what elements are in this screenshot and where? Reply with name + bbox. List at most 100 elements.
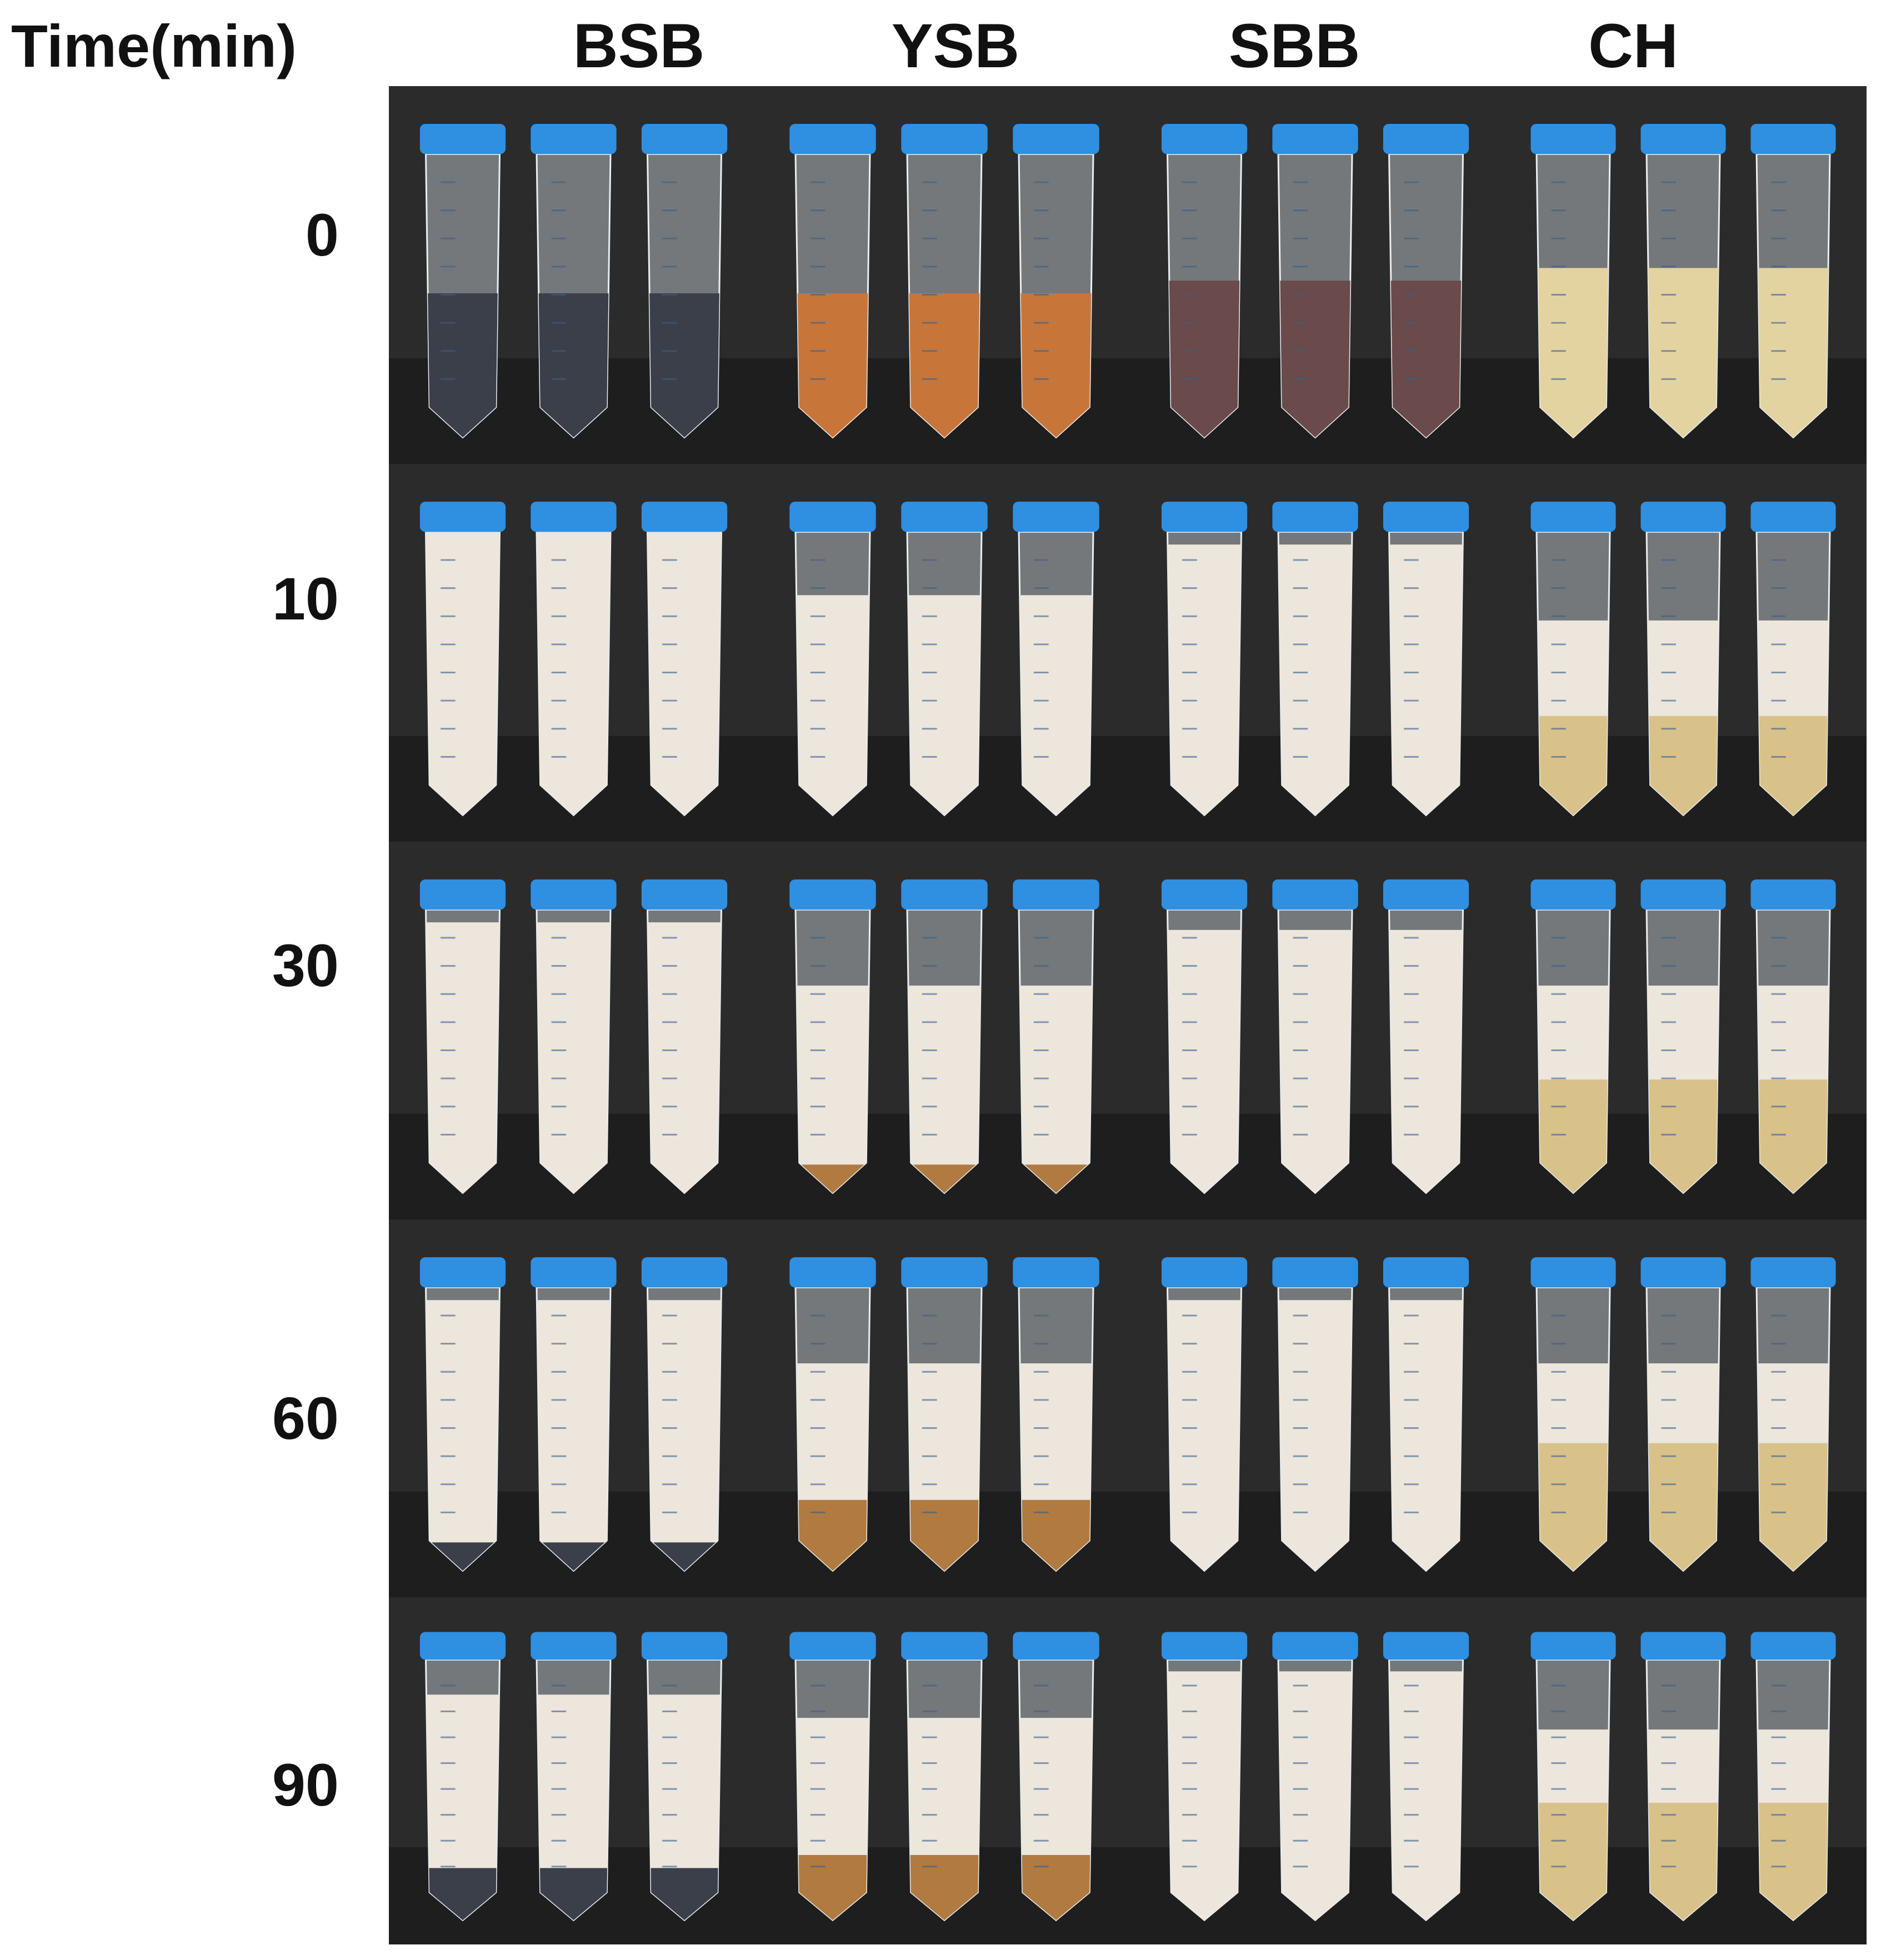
tube-cap bbox=[419, 124, 506, 154]
tube-liquid-upper bbox=[1019, 1718, 1093, 1856]
tube-bsb-90min-1 bbox=[419, 1632, 506, 1922]
tube-ch-0min-1 bbox=[1530, 124, 1616, 439]
tube-ch-0min-2 bbox=[1640, 124, 1726, 439]
tube-liquid-upper bbox=[426, 532, 500, 816]
tube-sbb-30min-2 bbox=[1272, 879, 1358, 1194]
tube-ysb-30min-2 bbox=[901, 879, 988, 1194]
tube-cap bbox=[531, 1257, 617, 1288]
tube-liquid-upper bbox=[1019, 293, 1093, 438]
tube-cap bbox=[901, 1257, 988, 1288]
tube-sbb-0min-3 bbox=[1383, 124, 1469, 439]
tube-bsb-10min-3 bbox=[641, 502, 728, 817]
column-label-ch: CH bbox=[1588, 11, 1678, 81]
tube-cap bbox=[641, 502, 728, 532]
tube-sbb-30min-1 bbox=[1161, 879, 1248, 1194]
photo-ysb-90min bbox=[758, 1597, 1130, 1944]
tube-ysb-0min-2 bbox=[901, 124, 988, 439]
tube-cap bbox=[1272, 879, 1358, 910]
tube-liquid-upper bbox=[1537, 1729, 1610, 1803]
tube-cap bbox=[1161, 1257, 1248, 1288]
tube-cap bbox=[789, 879, 876, 910]
tube-liquid-upper bbox=[1389, 281, 1463, 438]
tube-cap bbox=[1750, 124, 1836, 154]
tube-ysb-30min-1 bbox=[789, 879, 876, 1194]
tube-cap bbox=[1750, 1257, 1836, 1288]
tube-liquid-upper bbox=[537, 922, 611, 1193]
tube-ysb-90min-1 bbox=[789, 1632, 876, 1922]
tube-ysb-60min-2 bbox=[901, 1257, 988, 1572]
tube-cap bbox=[1383, 124, 1469, 154]
tube-sbb-10min-2 bbox=[1272, 502, 1358, 817]
tube-cap bbox=[789, 1632, 876, 1660]
tube-cap bbox=[1530, 124, 1616, 154]
tube-cap bbox=[1272, 1632, 1358, 1660]
tube-cap bbox=[1640, 879, 1726, 910]
photo-sbb-0min bbox=[1130, 86, 1500, 464]
tube-cap bbox=[641, 1632, 728, 1660]
tube-ysb-0min-3 bbox=[1013, 124, 1099, 439]
tube-liquid-upper bbox=[647, 1300, 722, 1543]
tube-liquid-upper bbox=[537, 293, 611, 438]
row-label-0: 0 bbox=[305, 201, 339, 268]
tube-sbb-90min-1 bbox=[1161, 1632, 1248, 1922]
tube-liquid-upper bbox=[1278, 1300, 1352, 1571]
tube-cap bbox=[1383, 502, 1469, 532]
tube-cap bbox=[1640, 124, 1726, 154]
photo-sbb-30min bbox=[1130, 842, 1500, 1219]
tube-liquid-upper bbox=[907, 1363, 982, 1500]
tube-bsb-90min-2 bbox=[531, 1632, 617, 1922]
photo-bsb-10min bbox=[389, 464, 758, 842]
tube-cap bbox=[1013, 502, 1099, 532]
tube-ysb-60min-3 bbox=[1013, 1257, 1099, 1572]
tube-liquid-upper bbox=[1389, 544, 1463, 816]
tube-liquid-upper bbox=[1537, 1363, 1610, 1443]
tube-liquid-upper bbox=[1757, 986, 1830, 1080]
tube-ch-30min-3 bbox=[1750, 879, 1836, 1194]
tube-ch-10min-1 bbox=[1530, 502, 1616, 817]
photo-bsb-60min bbox=[389, 1219, 758, 1597]
tube-cap bbox=[1530, 502, 1616, 532]
tube-cap bbox=[1750, 879, 1836, 910]
tube-liquid-upper bbox=[907, 986, 982, 1165]
tube-cap bbox=[531, 879, 617, 910]
tube-cap bbox=[1383, 1257, 1469, 1288]
row-label-30: 30 bbox=[272, 932, 339, 999]
column-label-bsb: BSB bbox=[573, 11, 705, 81]
tube-liquid-upper bbox=[1019, 986, 1093, 1165]
tube-liquid-upper bbox=[1647, 1363, 1720, 1443]
tube-ysb-0min-1 bbox=[789, 124, 876, 439]
tube-sbb-30min-3 bbox=[1383, 879, 1469, 1194]
row-label-90: 90 bbox=[272, 1751, 339, 1818]
tube-cap bbox=[1161, 124, 1248, 154]
tube-cap bbox=[1530, 1632, 1616, 1660]
tube-liquid-upper bbox=[1278, 281, 1352, 438]
tube-ch-60min-1 bbox=[1530, 1257, 1616, 1572]
photo-ysb-0min bbox=[758, 86, 1130, 464]
tube-liquid-upper bbox=[1537, 620, 1610, 716]
tube-liquid-upper bbox=[1019, 1363, 1093, 1500]
tube-liquid-upper bbox=[1389, 929, 1463, 1193]
tube-cap bbox=[1161, 502, 1248, 532]
row-label-60: 60 bbox=[272, 1384, 339, 1452]
tube-cap bbox=[1383, 1632, 1469, 1660]
tube-cap bbox=[419, 1257, 506, 1288]
tube-ysb-10min-3 bbox=[1013, 502, 1099, 817]
tube-ch-90min-1 bbox=[1530, 1632, 1616, 1922]
tube-cap bbox=[1272, 124, 1358, 154]
tube-liquid-upper bbox=[1278, 1671, 1352, 1921]
tube-cap bbox=[419, 502, 506, 532]
tube-liquid-upper bbox=[537, 1694, 611, 1868]
tube-cap bbox=[1013, 124, 1099, 154]
tube-liquid-upper bbox=[647, 1694, 722, 1868]
tube-liquid-upper bbox=[426, 293, 500, 438]
tube-sbb-0min-2 bbox=[1272, 124, 1358, 439]
tube-liquid-upper bbox=[907, 595, 982, 816]
tube-ch-90min-2 bbox=[1640, 1632, 1726, 1922]
tube-photo-grid bbox=[389, 86, 1867, 1944]
tube-sbb-60min-2 bbox=[1272, 1257, 1358, 1572]
photo-ysb-10min bbox=[758, 464, 1130, 842]
tube-liquid-upper bbox=[647, 922, 722, 1193]
photo-bsb-30min bbox=[389, 842, 758, 1219]
tube-ch-10min-2 bbox=[1640, 502, 1726, 817]
photo-sbb-90min bbox=[1130, 1597, 1500, 1944]
